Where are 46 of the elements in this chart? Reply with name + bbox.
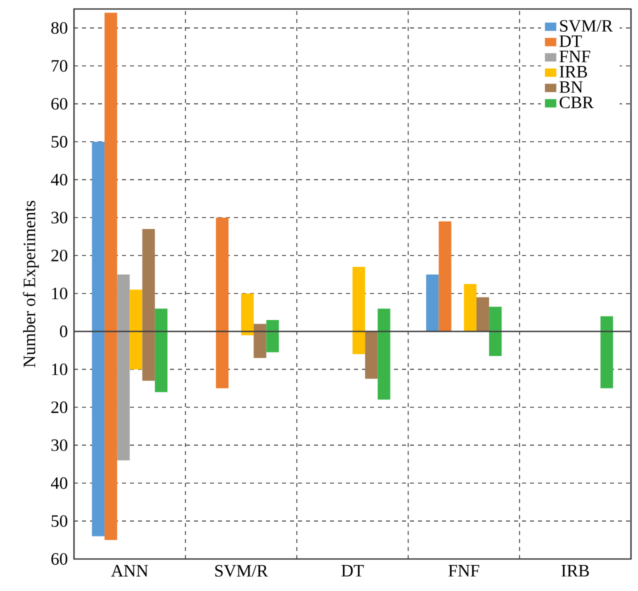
y-tick-label: 10: [52, 288, 68, 300]
y-tick-label: 20: [51, 250, 68, 262]
bar: [489, 306, 502, 356]
bar: [476, 297, 490, 332]
y-tick-label: 10: [52, 363, 68, 376]
legend-label: CBR: [560, 96, 594, 108]
bar: [464, 284, 476, 332]
legend-label: SVM/R: [560, 20, 613, 32]
bar: [352, 266, 366, 354]
bar: [254, 324, 266, 358]
bar: [438, 221, 452, 332]
bar: [266, 320, 279, 352]
bar: [142, 228, 155, 381]
y-tick-label: 60: [51, 553, 68, 565]
y-tick-label: 60: [51, 98, 68, 110]
bar: [104, 12, 118, 540]
y-axis-title: Number of Experiments: [22, 200, 39, 368]
bar: [365, 331, 378, 379]
legend-label: DT: [559, 35, 582, 47]
legend-label: FNF: [559, 50, 590, 62]
y-tick-label: 40: [50, 174, 68, 186]
legend-label: BN: [559, 81, 583, 93]
bar: [426, 274, 439, 332]
y-tick-label: 20: [51, 401, 68, 414]
y-tick-label: 40: [50, 477, 68, 489]
bar: [130, 290, 142, 370]
x-tick-label: IRB: [561, 565, 589, 576]
bar: [378, 308, 390, 400]
bar: [241, 293, 254, 336]
y-tick-label: 50: [52, 515, 68, 527]
y-tick-label: 30: [51, 212, 68, 224]
bar: [117, 274, 130, 460]
y-tick-label: 70: [52, 60, 68, 72]
x-tick-label: FNF: [448, 565, 480, 576]
legend-label: IRB: [560, 66, 588, 78]
x-tick-label: SVM/R: [215, 565, 268, 577]
x-tick-label: ANN: [111, 565, 148, 576]
x-tick-label: DT: [341, 565, 364, 576]
y-tick-label: 50: [52, 136, 68, 148]
y-tick-label: 0: [60, 326, 68, 338]
y-tick-label: 30: [51, 439, 68, 452]
bar: [216, 218, 229, 388]
bar: [154, 308, 168, 392]
y-tick-label: 80: [51, 22, 68, 34]
bar: [92, 142, 105, 536]
bar: [600, 316, 614, 388]
